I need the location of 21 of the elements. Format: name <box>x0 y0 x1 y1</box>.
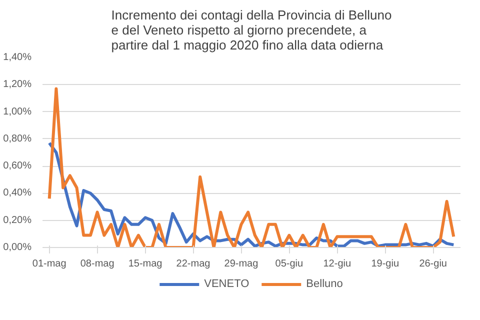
y-tick-label: 0,80% <box>3 133 32 144</box>
x-tick-label: 12-giu <box>323 258 352 270</box>
chart-title: Incremento dei contagi della Provincia di Belluno e del Veneto rispetto al giorno precendete, a partire dal 1 maggio 2020 fino alla data odierna <box>111 8 392 52</box>
x-tick-label: 01-mag <box>32 258 66 270</box>
y-tick-label: 1,20% <box>3 79 32 90</box>
x-tick-label: 22-mag <box>176 258 210 270</box>
legend-label: Belluno <box>306 278 343 290</box>
y-tick-label: 0,40% <box>3 188 32 199</box>
y-tick-label: 0,00% <box>3 242 32 253</box>
x-tick-label: 19-giu <box>371 258 400 270</box>
x-tick-label: 26-giu <box>419 258 448 270</box>
y-tick-label: 1,00% <box>3 106 32 118</box>
y-tick-label: 0,60% <box>3 160 32 172</box>
x-tick-label: 05-giu <box>275 258 304 270</box>
y-tick-label: 1,40% <box>3 52 32 63</box>
line-series <box>48 87 456 248</box>
x-tick-label: 15-mag <box>128 258 162 270</box>
x-tick-label: 29-mag <box>224 258 258 270</box>
x-tick-label: 08-mag <box>80 258 114 270</box>
y-tick-label: 0,20% <box>3 214 32 226</box>
legend-label: VENETO <box>204 278 250 290</box>
